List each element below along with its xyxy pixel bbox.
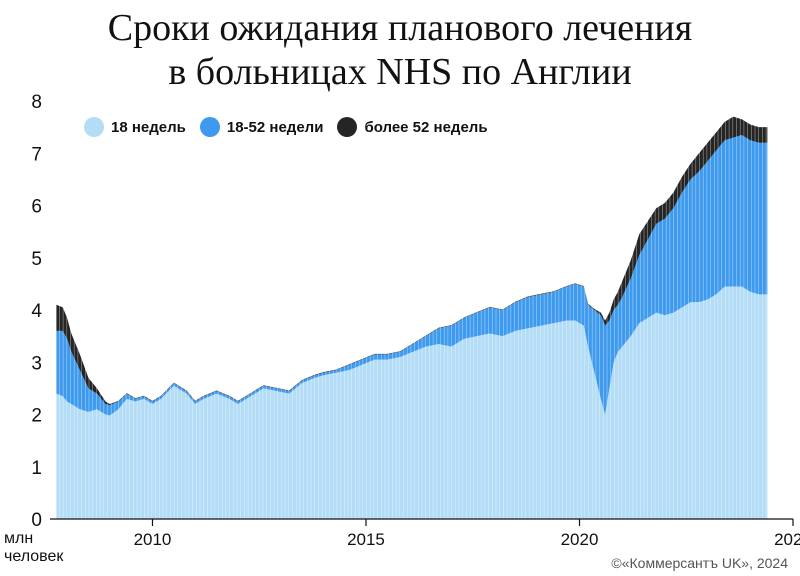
- title-line-1: Сроки ожидания планового лечения: [107, 7, 693, 49]
- y-tick-label: 2: [31, 406, 42, 427]
- y-tick-label: 3: [31, 353, 42, 374]
- legend-item-52: более 52 недель: [337, 117, 488, 137]
- y-tick-label: 0: [31, 510, 42, 531]
- legend-label-18-52: 18-52 недели: [226, 118, 324, 136]
- legend-swatch-18: [84, 117, 104, 137]
- axes: 0 1 2 3 4 5 6 7 8 2010 2015 2020 2025: [31, 92, 800, 549]
- area-18-weeks: [56, 286, 768, 519]
- x-tick-label: 2010: [134, 530, 172, 549]
- y-tick-label: 6: [31, 197, 42, 218]
- title-line-2: в больницах NHS по Англии: [168, 51, 632, 93]
- legend-label-18: 18 недель: [111, 118, 186, 136]
- y-tick-label: 1: [31, 458, 42, 479]
- y-tick-label: 7: [31, 144, 42, 165]
- legend-label-52: более 52 недель: [364, 118, 488, 136]
- chart-title: Сроки ожидания планового лечения в больн…: [0, 6, 800, 94]
- legend-swatch-18-52: [199, 117, 220, 137]
- legend: 18 недель 18-52 недели более 52 недель: [84, 117, 488, 137]
- y-tick-label: 4: [31, 301, 42, 322]
- y-unit-line-1: млн: [4, 530, 34, 547]
- credit: ©«Коммерсантъ UK», 2024: [611, 555, 788, 571]
- legend-swatch-52: [337, 117, 358, 137]
- series-areas: [56, 116, 768, 519]
- y-unit-line-2: человек: [4, 548, 64, 565]
- y-unit-label: млн человек: [4, 530, 63, 566]
- x-tick-label: 2025: [774, 530, 800, 549]
- x-tick-label: 2015: [347, 530, 385, 549]
- legend-item-18-52: 18-52 недели: [199, 117, 324, 137]
- bar-stripes: [59, 91, 767, 519]
- x-tick-label: 2020: [561, 530, 599, 549]
- legend-item-18: 18 недель: [84, 117, 186, 137]
- y-tick-label: 5: [31, 249, 42, 270]
- area-18-52-weeks: [56, 134, 768, 416]
- y-tick-label: 8: [31, 92, 42, 113]
